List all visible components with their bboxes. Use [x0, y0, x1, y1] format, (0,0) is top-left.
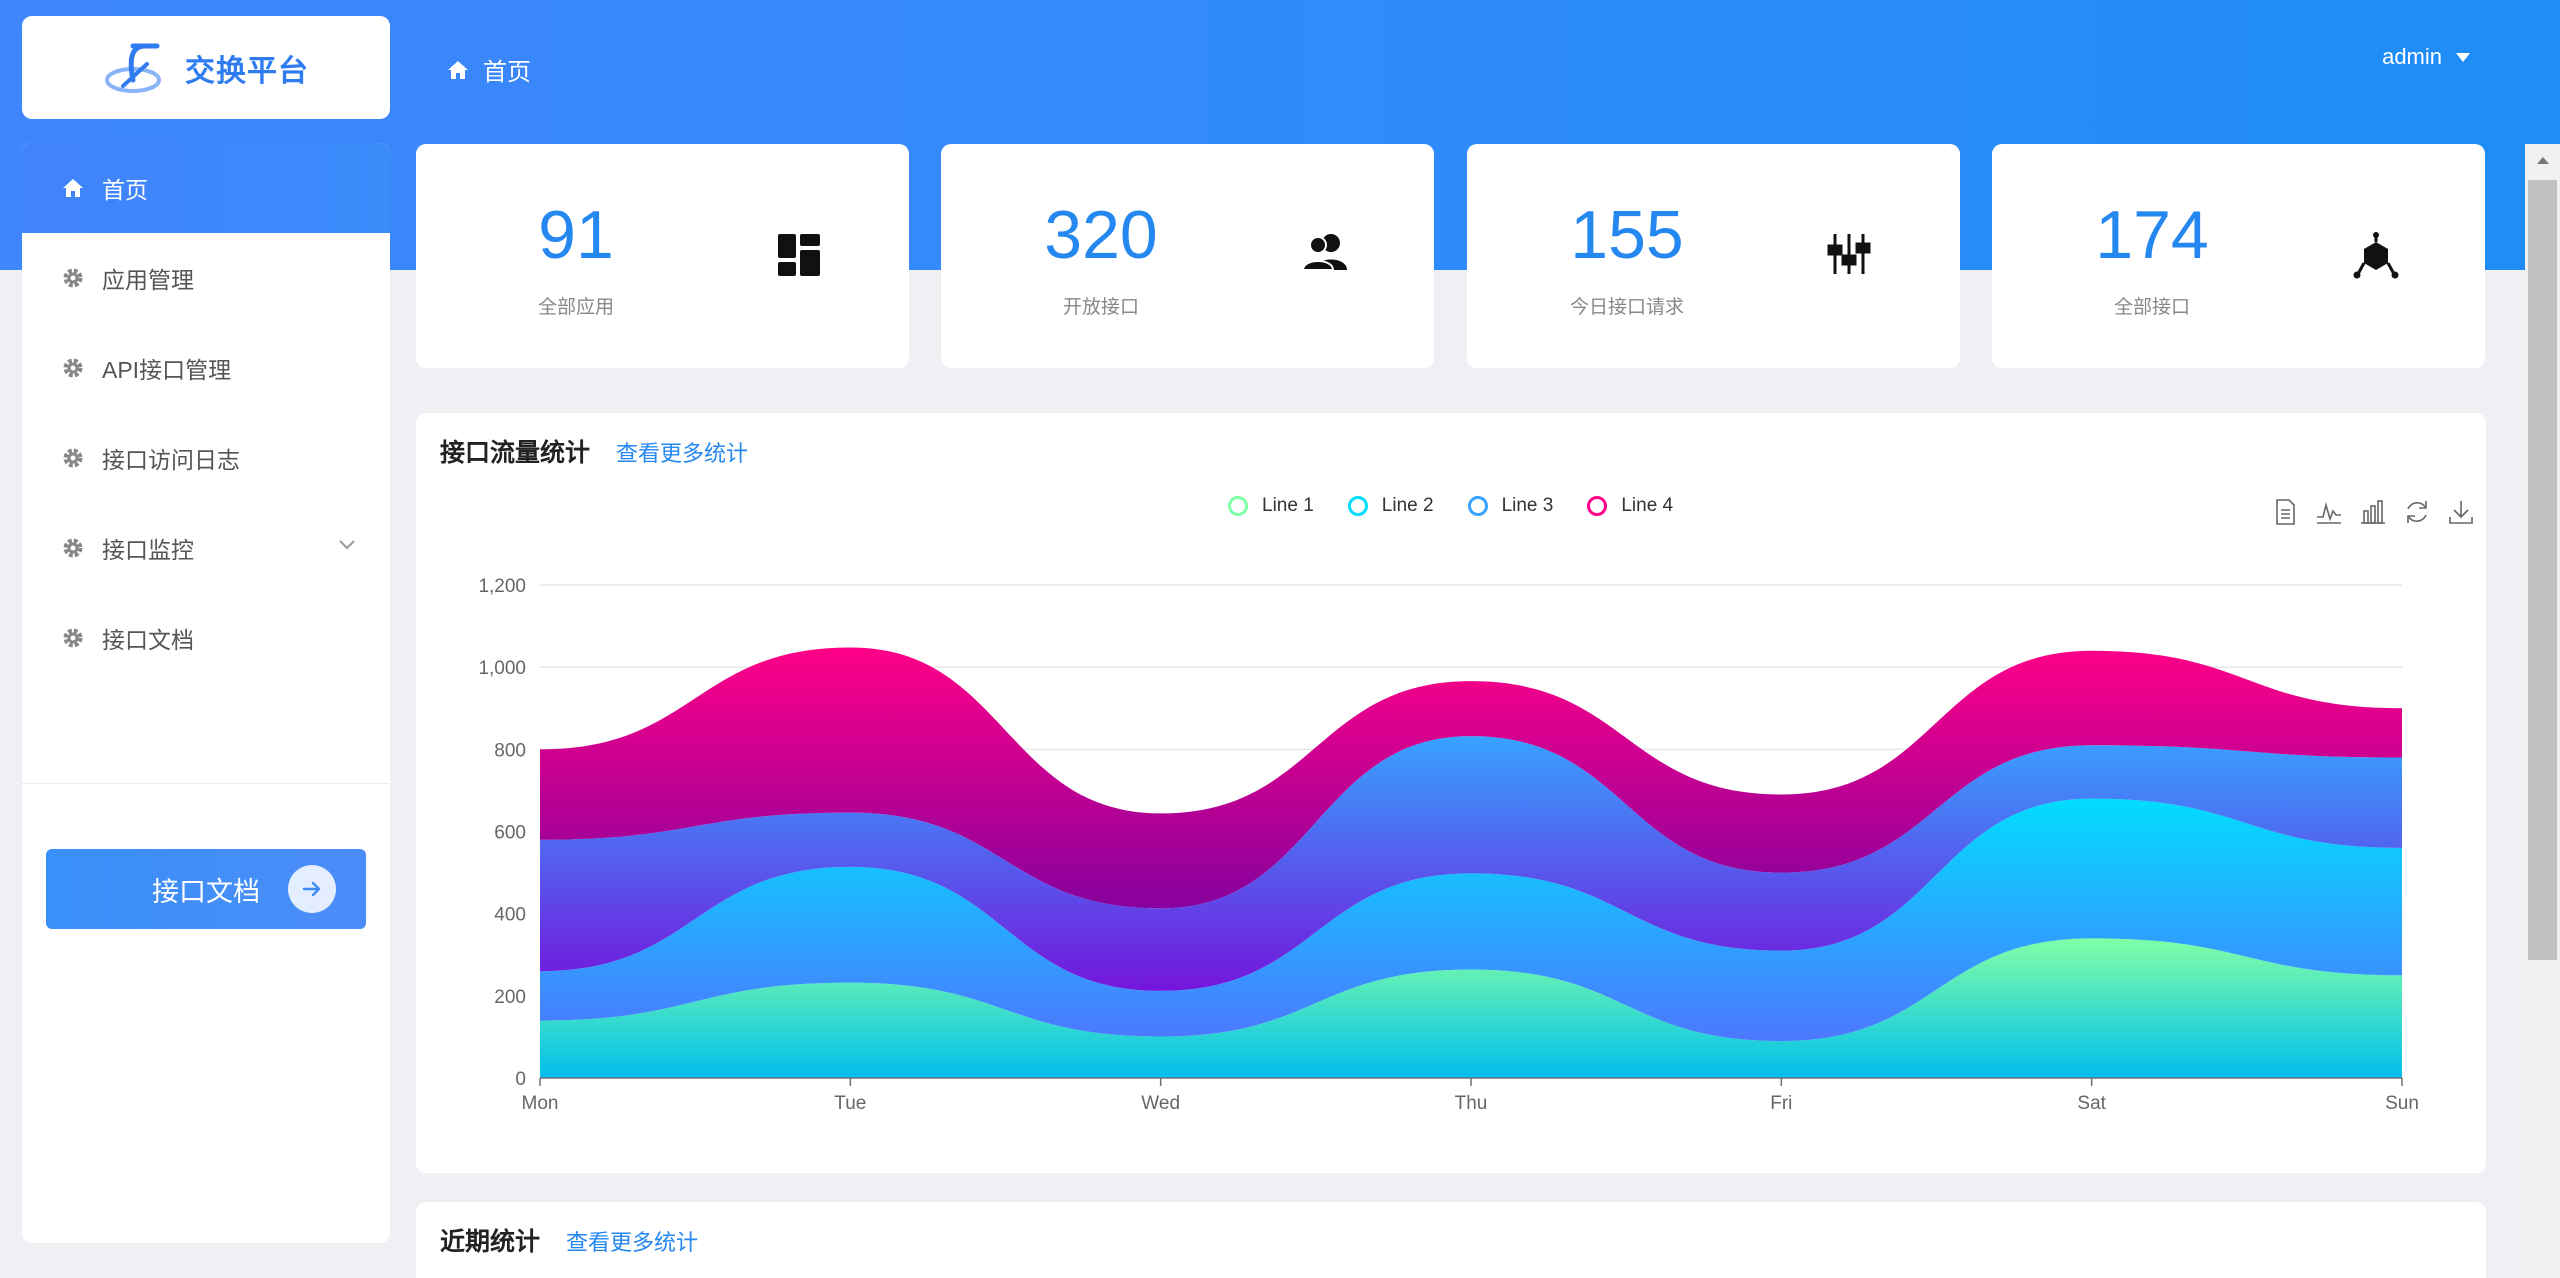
legend-item-line-1[interactable]: Line 1 — [1228, 495, 1314, 517]
gear-icon — [63, 538, 83, 558]
y-tick-label: 1,000 — [478, 658, 526, 679]
stat-value: 320 — [1044, 197, 1158, 273]
cube-network-icon — [2353, 232, 2399, 279]
sidebar-item-label: 接口访问日志 — [102, 447, 240, 473]
legend-item-line-4[interactable]: Line 4 — [1587, 495, 1673, 517]
y-tick-label: 800 — [494, 740, 526, 761]
x-tick-label: Fri — [1770, 1093, 1792, 1114]
sidebar-item-label: 接口监控 — [102, 537, 194, 563]
sidebar-item-access-log[interactable]: 接口访问日志 — [22, 413, 390, 503]
stat-value: 91 — [538, 197, 614, 273]
sliders-icon — [1827, 234, 1871, 274]
chart-toolbox — [2270, 497, 2476, 527]
home-icon — [448, 60, 468, 79]
y-tick-label: 200 — [494, 987, 526, 1008]
legend-label: Line 1 — [1262, 495, 1314, 516]
panel-title: 近期统计 — [440, 1228, 541, 1256]
x-tick-label: Sat — [2077, 1093, 2106, 1114]
legend-marker — [1347, 496, 1368, 516]
sidebar-item-label: 首页 — [102, 177, 148, 203]
x-tick-label: Mon — [522, 1093, 559, 1114]
more-stats-link[interactable]: 查看更多统计 — [616, 441, 749, 466]
legend-label: Line 4 — [1621, 495, 1674, 516]
stat-card-open-apis[interactable]: 320 开放接口 — [941, 144, 1434, 368]
user-menu[interactable]: admin — [2382, 44, 2470, 70]
legend-marker — [1467, 496, 1488, 516]
legend-item-line-2[interactable]: Line 2 — [1347, 495, 1434, 517]
legend-marker — [1228, 496, 1248, 516]
app-title: 交换平台 — [185, 54, 309, 88]
scroll-thumb[interactable] — [2528, 180, 2557, 960]
stat-value: 174 — [2095, 197, 2209, 273]
stat-card-all-apis[interactable]: 174 全部接口 — [1992, 144, 2485, 368]
legend-item-line-3[interactable]: Line 3 — [1467, 495, 1554, 517]
download-icon[interactable] — [2446, 497, 2476, 527]
traffic-area-chart: 0 200 400 600 800 1,000 1,200 Mon Tue Wed Thu Fri Sa… — [478, 576, 2419, 1114]
api-docs-button[interactable]: 接口文档 — [46, 849, 366, 929]
dashboard-icon — [778, 234, 820, 276]
area-line-4 — [540, 647, 2402, 909]
panel-title: 接口流量统计 — [440, 439, 591, 467]
logo[interactable]: 交换平台 — [22, 16, 390, 119]
legend-marker — [1587, 496, 1608, 516]
api-docs-button-label: 接口文档 — [152, 876, 260, 907]
stat-label: 今日接口请求 — [1569, 297, 1684, 318]
sidebar-item-monitor[interactable]: 接口监控 — [22, 503, 390, 593]
sidebar-item-docs[interactable]: 接口文档 — [22, 593, 390, 683]
gear-icon — [63, 268, 83, 288]
y-tick-label: 1,200 — [478, 576, 526, 597]
legend-label: Line 2 — [1381, 495, 1434, 516]
arrow-right-icon — [288, 865, 336, 913]
y-tick-label: 0 — [515, 1069, 526, 1090]
more-stats-link[interactable]: 查看更多统计 — [566, 1230, 699, 1255]
sidebar-item-label: 接口文档 — [102, 627, 194, 653]
sidebar-menu: 首页 应用管理 API接口管理 接口访问日志 接口监控 接口文档 — [22, 143, 390, 683]
sidebar-item-api-management[interactable]: API接口管理 — [22, 323, 390, 413]
sidebar: 首页 应用管理 API接口管理 接口访问日志 接口监控 接口文档 接口文档 — [22, 143, 390, 1243]
y-tick-label: 400 — [494, 905, 526, 926]
scrollbar[interactable] — [2525, 144, 2560, 1278]
bar-chart-icon[interactable] — [2358, 497, 2388, 527]
area-line-2 — [540, 798, 2402, 1042]
stat-label: 全部接口 — [2113, 297, 2190, 318]
line-chart-icon[interactable] — [2314, 497, 2344, 527]
breadcrumb-current[interactable]: 首页 — [483, 59, 531, 86]
x-tick-label: Tue — [834, 1093, 866, 1114]
user-name[interactable]: admin — [2382, 44, 2442, 69]
stat-label: 开放接口 — [1062, 297, 1139, 318]
stat-label: 全部应用 — [537, 297, 614, 318]
stat-value: 155 — [1570, 197, 1684, 273]
x-tick-label: Wed — [1141, 1093, 1180, 1114]
gear-icon — [63, 448, 83, 468]
sidebar-item-app-management[interactable]: 应用管理 — [22, 233, 390, 323]
stat-card-today-requests[interactable]: 155 今日接口请求 — [1467, 144, 1960, 368]
sidebar-item-label: 应用管理 — [102, 267, 194, 293]
scroll-up-icon[interactable] — [2525, 144, 2560, 176]
data-view-icon[interactable] — [2270, 497, 2300, 527]
users-icon — [1301, 234, 1347, 271]
gear-icon — [63, 628, 83, 648]
chart-legend: Line 1 Line 2 Line 3 Line 4 — [1228, 495, 1673, 517]
caret-down-icon[interactable] — [2456, 52, 2470, 62]
divider — [22, 783, 390, 784]
legend-label: Line 3 — [1501, 495, 1554, 516]
sidebar-item-home[interactable]: 首页 — [22, 143, 390, 233]
refresh-icon[interactable] — [2402, 497, 2432, 527]
sidebar-item-label: API接口管理 — [102, 357, 232, 383]
x-tick-label: Sun — [2385, 1093, 2419, 1114]
y-tick-label: 600 — [494, 823, 526, 844]
area-line-3 — [540, 736, 2402, 991]
recent-panel: 近期统计 查看更多统计 — [416, 1202, 2486, 1278]
stat-card-all-apps[interactable]: 91 全部应用 — [416, 144, 909, 368]
breadcrumb: 首页 — [447, 52, 531, 87]
x-tick-label: Thu — [1455, 1093, 1488, 1114]
area-line-1 — [540, 938, 2402, 1078]
home-icon — [63, 179, 83, 197]
gear-icon — [63, 358, 83, 378]
logo-icon — [105, 43, 161, 93]
chevron-down-icon[interactable] — [338, 539, 356, 551]
traffic-panel: 接口流量统计 查看更多统计 Line 1 Line 2 Line 3 Line … — [416, 413, 2486, 1173]
